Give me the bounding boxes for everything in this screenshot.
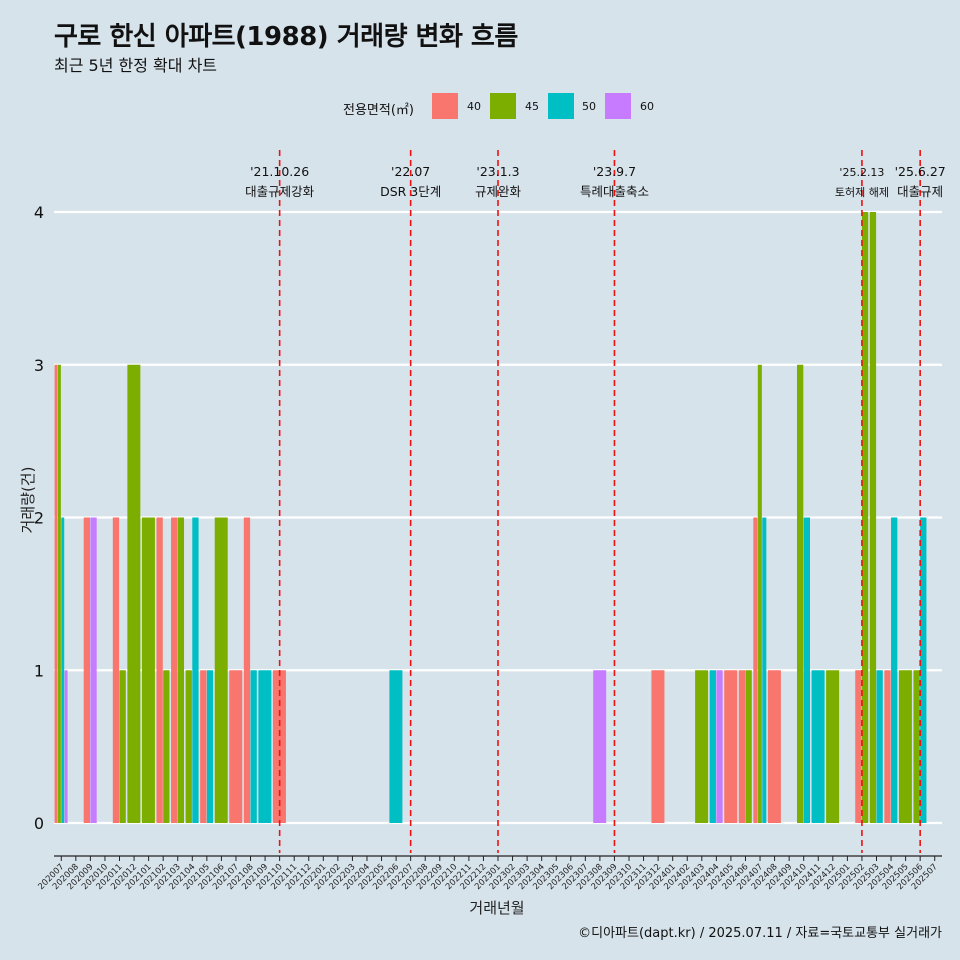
legend-key-40 xyxy=(432,93,458,119)
bar-202108-40 xyxy=(243,517,251,823)
chart-subtitle: 최근 5년 한정 확대 차트 xyxy=(54,56,218,75)
bar-202408-40 xyxy=(767,670,781,823)
bar-202504-40 xyxy=(884,670,891,823)
chart-title: 구로 한신 아파트(1988) 거래량 변화 흐름 xyxy=(54,22,518,52)
bar-202007-45 xyxy=(57,364,61,823)
y-tick-label-4: 4 xyxy=(34,203,44,222)
legend: 전용면적(㎡) 40 45 50 60 xyxy=(0,93,960,121)
annotation-date-202301: '23.1.3 xyxy=(476,164,519,179)
annotation-text-202309: 특례대출축소 xyxy=(580,184,649,199)
y-tick-label-2: 2 xyxy=(34,509,44,528)
y-axis: 0 1 2 3 4 xyxy=(34,203,44,833)
bar-202007-60 xyxy=(64,670,68,823)
annotation-date-202502: '25.2.13 xyxy=(839,166,884,179)
annotations: '21.10.26 대출규제강화 '22.07 DSR 3단계 '23.1.3 규제완화 '… xyxy=(245,150,946,853)
bar-202011-40 xyxy=(112,517,120,823)
annotation-text-202110: 대출규제강화 xyxy=(245,184,315,199)
legend-label-50: 50 xyxy=(582,100,596,113)
annotation-text-202506: 대출규제 xyxy=(897,184,943,199)
bar-202406-40 xyxy=(738,670,746,823)
bar-202312-40 xyxy=(651,670,665,823)
y-axis-title: 거래량(건) xyxy=(19,467,37,534)
bar-202011-45 xyxy=(119,670,126,823)
bar-202206-50 xyxy=(389,670,403,823)
bar-202505-45 xyxy=(898,670,912,823)
bar-202407-50 xyxy=(762,517,767,823)
bar-202504-50 xyxy=(891,517,898,823)
bar-202103-45 xyxy=(177,517,185,823)
bar-202103-40 xyxy=(171,517,178,823)
bar-202506-45 xyxy=(913,670,920,823)
y-tick-label-1: 1 xyxy=(34,661,44,680)
bar-202105-50 xyxy=(206,670,214,823)
bar-202007-40 xyxy=(54,364,58,823)
source-caption: ©디아파트(dapt.kr) / 2025.07.11 / 자료=국토교통부 실… xyxy=(578,926,942,941)
bar-202104-50 xyxy=(192,517,199,823)
bar-202105-40 xyxy=(200,670,207,823)
bar-202012-45 xyxy=(127,364,141,823)
annotation-text-202301: 규제완화 xyxy=(475,184,522,199)
annotation-text-202207: DSR 3단계 xyxy=(380,184,441,199)
x-axis: 2020072020082020092020102020112020122021… xyxy=(36,855,942,892)
annotation-text-202502: 토허제 해제 xyxy=(835,185,889,199)
legend-key-50 xyxy=(548,93,574,119)
y-tick-label-3: 3 xyxy=(34,356,44,375)
bar-202108-50 xyxy=(250,670,257,823)
annotation-date-202309: '23.9.7 xyxy=(593,164,636,179)
bar-202009-40 xyxy=(83,517,90,823)
bar-202007-50 xyxy=(61,517,65,823)
annotation-date-202110: '21.10.26 xyxy=(250,164,309,179)
bar-202107-40 xyxy=(229,670,243,823)
bar-202110-40 xyxy=(272,670,286,823)
bar-202404-50 xyxy=(709,670,716,823)
bar-202101-45 xyxy=(141,517,155,823)
bar-202412-45 xyxy=(826,670,840,823)
bar-202407-40 xyxy=(753,517,758,823)
bar-202407-45 xyxy=(757,364,762,823)
annotation-date-202506: '25.6.27 xyxy=(895,164,946,179)
bar-202503-50 xyxy=(876,670,883,823)
legend-key-45 xyxy=(490,93,516,119)
annotation-date-202207: '22.07 xyxy=(391,164,430,179)
bar-202009-60 xyxy=(90,517,97,823)
bar-202411-50 xyxy=(811,670,825,823)
legend-label-45: 45 xyxy=(525,100,539,113)
bar-202308-60 xyxy=(593,670,607,823)
x-axis-title: 거래년월 xyxy=(469,899,524,917)
bar-202406-45 xyxy=(745,670,752,823)
bar-202502-45 xyxy=(861,212,869,823)
bar-202104-45 xyxy=(185,670,192,823)
bar-202403-45 xyxy=(695,670,709,823)
bar-202109-50 xyxy=(258,670,272,823)
legend-label-60: 60 xyxy=(640,100,654,113)
legend-title: 전용면적(㎡) xyxy=(343,103,414,118)
y-tick-label-0: 0 xyxy=(34,814,44,833)
bar-202106-45 xyxy=(214,517,228,823)
bar-202410-45 xyxy=(797,364,804,823)
legend-key-60 xyxy=(605,93,631,119)
bar-202405-40 xyxy=(724,670,738,823)
bar-202404-60 xyxy=(716,670,723,823)
bar-202410-50 xyxy=(803,517,811,823)
bar-202502-40 xyxy=(855,670,862,823)
bar-202506-50 xyxy=(920,517,927,823)
bar-202102-45 xyxy=(163,670,170,823)
legend-label-40: 40 xyxy=(467,100,481,113)
bar-202503-45 xyxy=(869,212,877,823)
bar-202102-40 xyxy=(156,517,163,823)
bars xyxy=(54,212,927,823)
